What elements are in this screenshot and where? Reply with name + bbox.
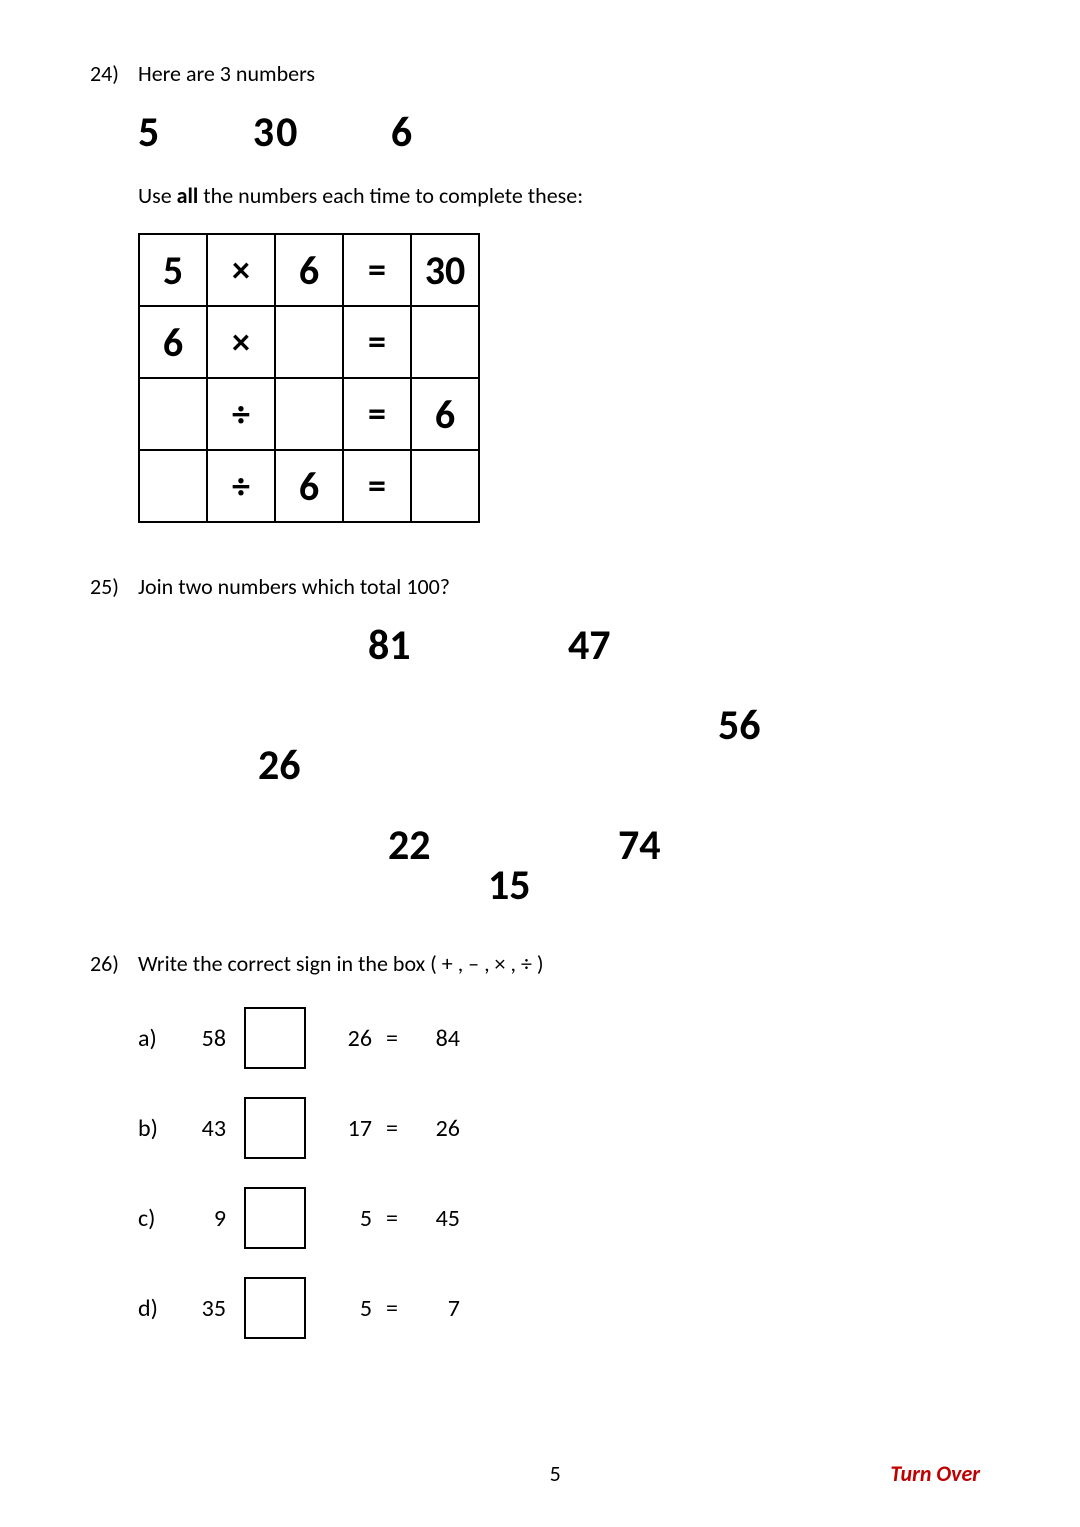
eq-op: ÷ [207, 378, 275, 450]
equals-sign: = [386, 1294, 398, 1323]
operand-b: 5 [324, 1294, 372, 1323]
scatter-number[interactable]: 47 [568, 620, 611, 671]
q25-text: Join two numbers which total 100? [138, 573, 990, 600]
eq-cell[interactable]: 5 [139, 234, 207, 306]
page-footer: 5 Turn Over [0, 1460, 1080, 1487]
q26-rows: a)58 26 = 84 b)43 17 = 26 c)9 5 = 45 d)35 5 = 7 [138, 1007, 990, 1339]
equals-sign: = [386, 1204, 398, 1233]
result: 26 [412, 1114, 460, 1143]
operand-b: 5 [324, 1204, 372, 1233]
operand-b: 17 [324, 1114, 372, 1143]
q26-text: Write the correct sign in the box ( + , … [138, 950, 990, 977]
q25-number: 25) [90, 573, 138, 600]
equals-sign: = [386, 1114, 398, 1143]
sign-row: d)35 5 = 7 [138, 1277, 990, 1339]
result: 84 [412, 1024, 460, 1053]
table-row: 5 × 6 = 30 [139, 234, 479, 306]
q24-given-numbers: 5 30 6 [138, 107, 990, 158]
scatter-number[interactable]: 74 [618, 820, 661, 871]
sign-box[interactable] [244, 1277, 306, 1339]
sign-box[interactable] [244, 1007, 306, 1069]
scatter-number[interactable]: 26 [258, 740, 301, 791]
eq-cell[interactable]: 6 [275, 450, 343, 522]
result: 45 [412, 1204, 460, 1233]
eq-cell[interactable] [139, 378, 207, 450]
operand-a: 35 [178, 1294, 226, 1323]
eq-cell[interactable] [275, 306, 343, 378]
sign-box[interactable] [244, 1097, 306, 1159]
table-row: ÷ = 6 [139, 378, 479, 450]
eq-cell[interactable] [411, 306, 479, 378]
scatter-number[interactable]: 15 [488, 860, 531, 911]
operand-a: 43 [178, 1114, 226, 1143]
eq-cell[interactable] [411, 450, 479, 522]
q24-equations-table: 5 × 6 = 30 6 × = ÷ = [138, 233, 480, 523]
eq-op: × [207, 306, 275, 378]
eq-eq: = [343, 306, 411, 378]
page-number: 5 [220, 1460, 890, 1487]
q24-num-0: 5 [138, 107, 161, 158]
scatter-number[interactable]: 56 [718, 700, 761, 751]
eq-eq: = [343, 234, 411, 306]
q26-number: 26) [90, 950, 138, 977]
operand-a: 58 [178, 1024, 226, 1053]
q25-number-scatter[interactable]: 81475626227415 [178, 620, 818, 900]
eq-eq: = [343, 378, 411, 450]
sign-row: c)9 5 = 45 [138, 1187, 990, 1249]
q24-num-2: 6 [391, 107, 414, 158]
eq-cell[interactable] [139, 450, 207, 522]
table-row: ÷ 6 = [139, 450, 479, 522]
row-label: c) [138, 1204, 178, 1233]
row-label: d) [138, 1294, 178, 1323]
operand-a: 9 [178, 1204, 226, 1233]
eq-cell[interactable]: 30 [411, 234, 479, 306]
eq-op: ÷ [207, 450, 275, 522]
result: 7 [412, 1294, 460, 1323]
row-label: a) [138, 1024, 178, 1053]
q24-number: 24) [90, 60, 138, 87]
q24-instruction: Use all the numbers each time to complet… [138, 182, 990, 209]
sign-row: a)58 26 = 84 [138, 1007, 990, 1069]
q24-num-1: 30 [253, 107, 300, 158]
eq-cell[interactable] [275, 378, 343, 450]
question-25: 25) Join two numbers which total 100? 81… [90, 573, 990, 900]
q24-intro: Here are 3 numbers [138, 60, 990, 87]
eq-op: × [207, 234, 275, 306]
equals-sign: = [386, 1024, 398, 1053]
question-26: 26) Write the correct sign in the box ( … [90, 950, 990, 1367]
question-24: 24) Here are 3 numbers 5 30 6 Use all th… [90, 60, 990, 523]
eq-cell[interactable]: 6 [139, 306, 207, 378]
eq-eq: = [343, 450, 411, 522]
scatter-number[interactable]: 22 [388, 820, 431, 871]
table-row: 6 × = [139, 306, 479, 378]
sign-box[interactable] [244, 1187, 306, 1249]
row-label: b) [138, 1114, 178, 1143]
turn-over-label: Turn Over [890, 1460, 980, 1487]
scatter-number[interactable]: 81 [368, 620, 411, 671]
operand-b: 26 [324, 1024, 372, 1053]
eq-cell[interactable]: 6 [275, 234, 343, 306]
sign-row: b)43 17 = 26 [138, 1097, 990, 1159]
eq-cell[interactable]: 6 [411, 378, 479, 450]
